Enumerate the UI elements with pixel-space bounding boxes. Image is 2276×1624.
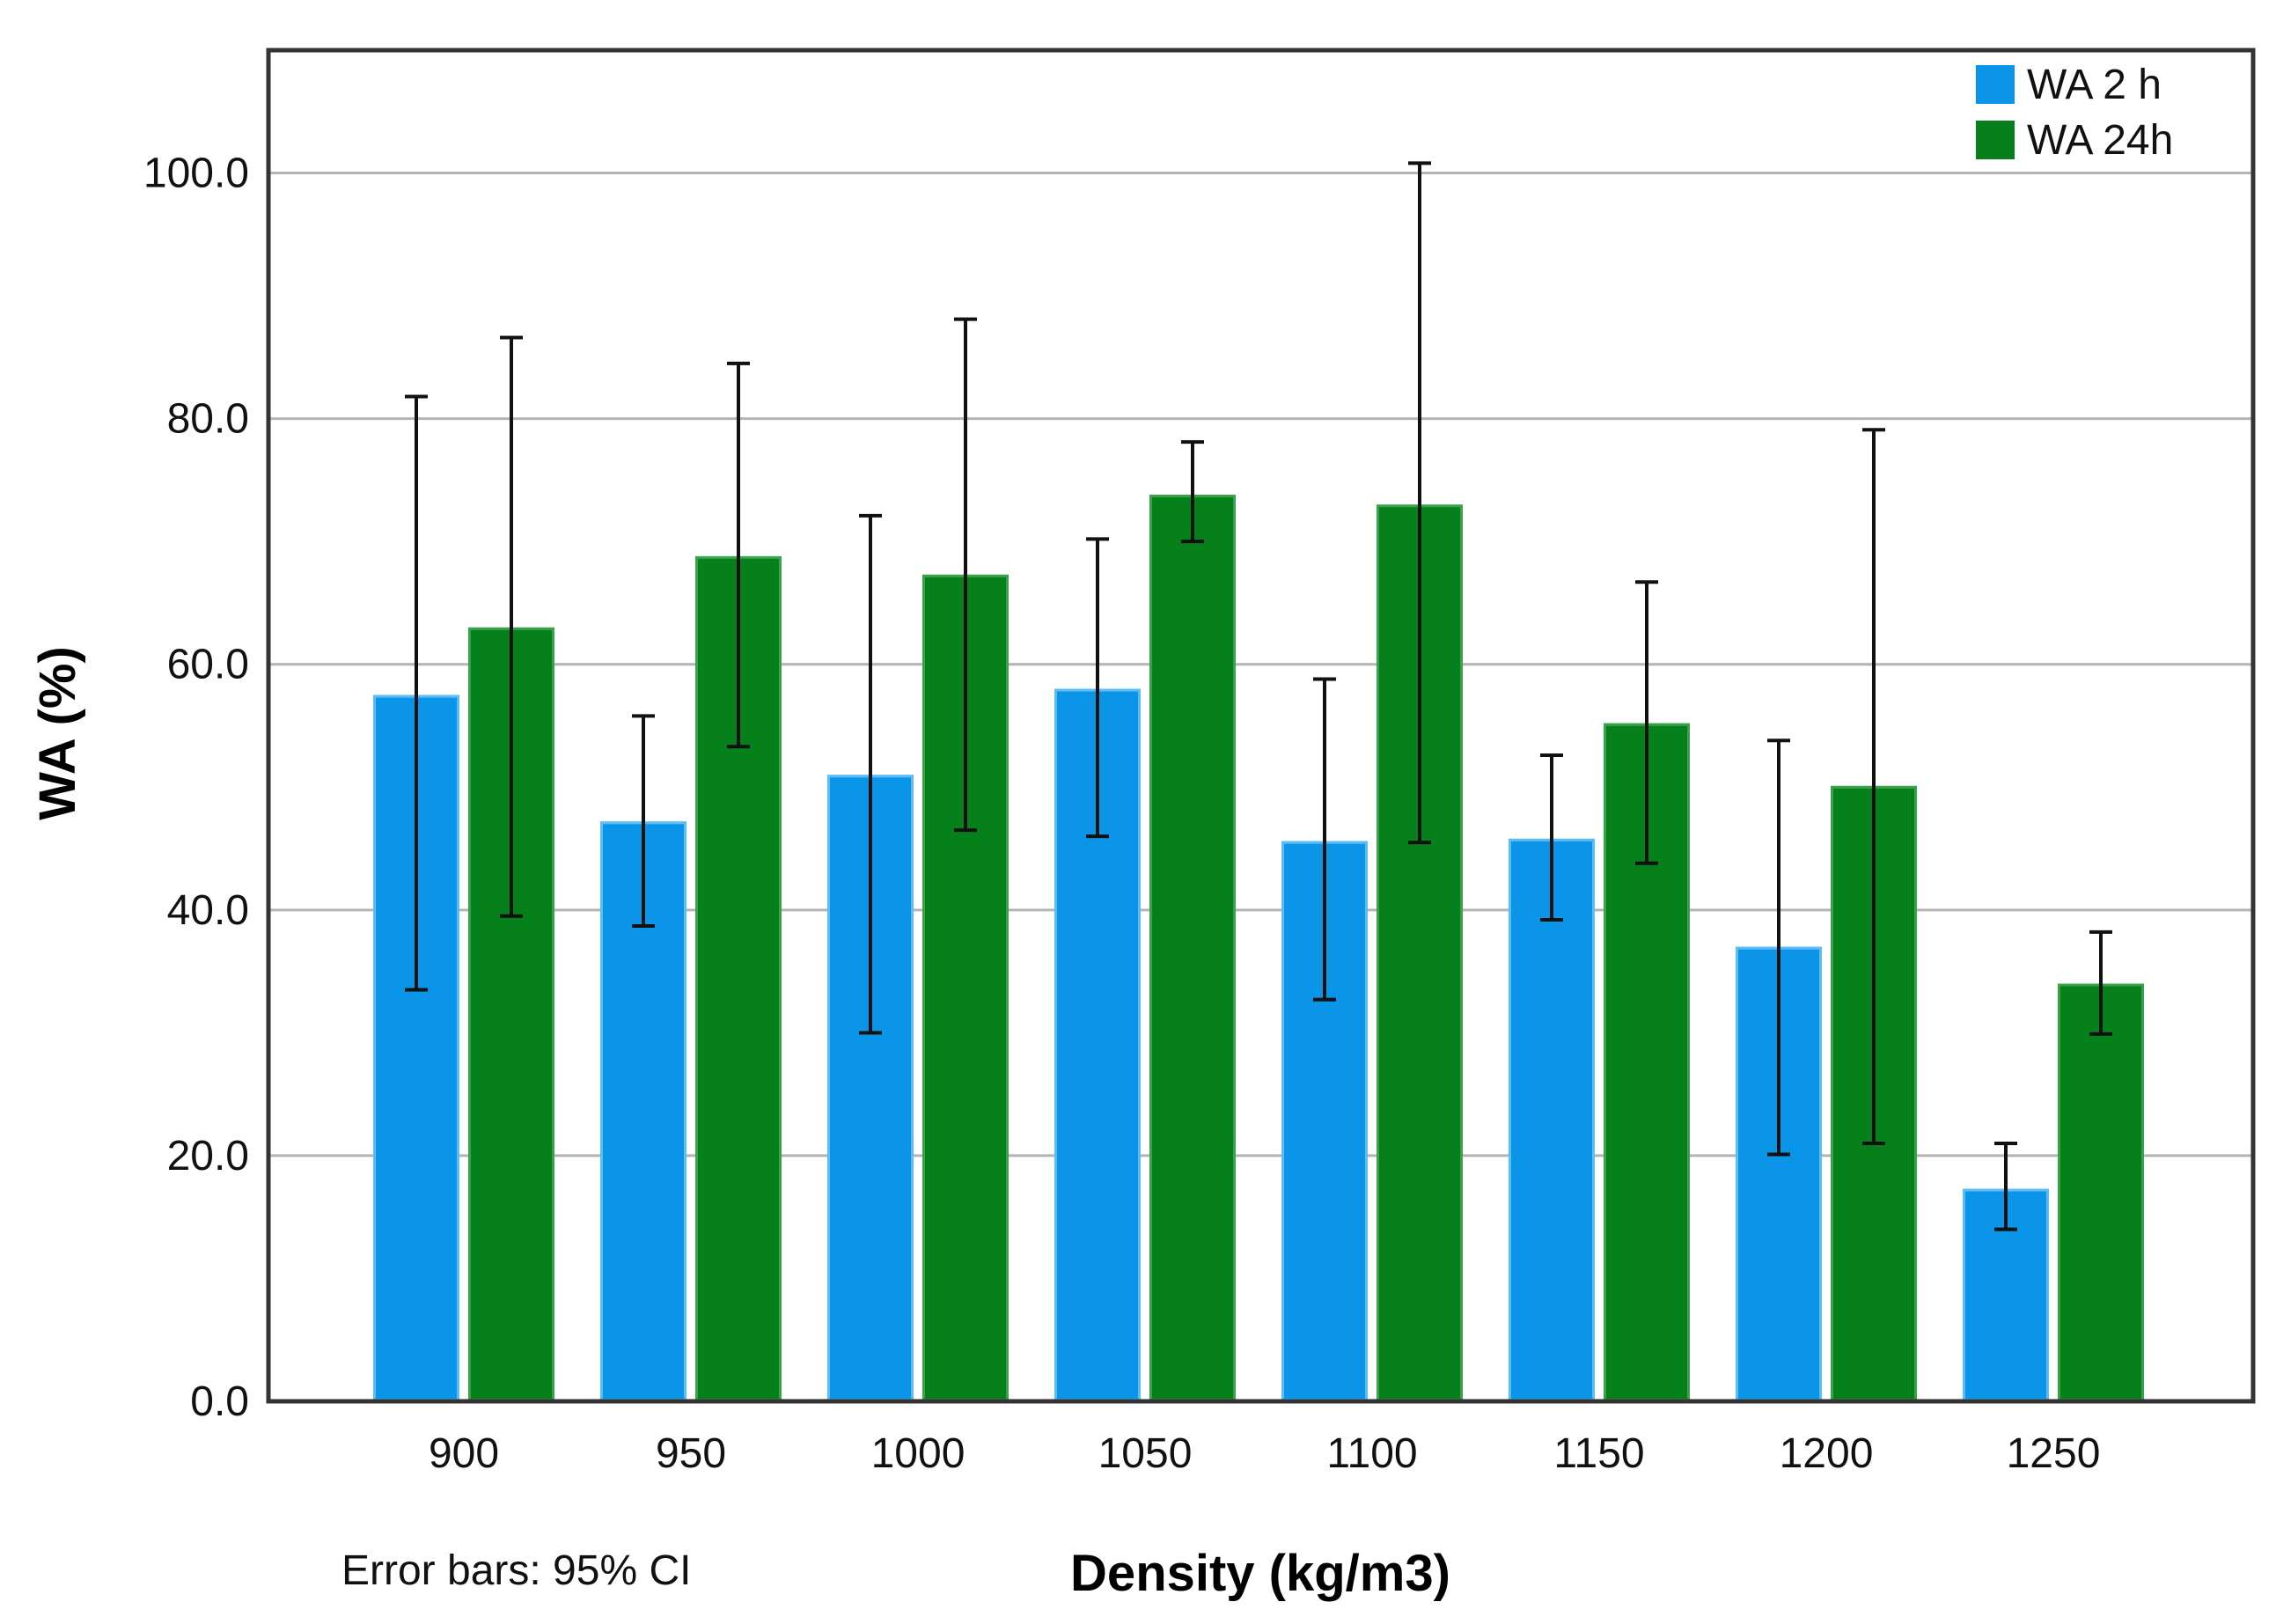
plot-frame xyxy=(266,48,2256,1404)
x-axis-ticks: 900 950 1000 1050 1100 1150 1200 1250 xyxy=(429,1430,2100,1477)
error-bar-wa-24h-1000 xyxy=(954,317,977,833)
legend-item-wa-2h: WA 2 h xyxy=(1976,62,2162,108)
bar-wa-2h-1150 xyxy=(1509,838,1595,1401)
error-bar-wa-2h-1000 xyxy=(859,513,882,1035)
gridlines xyxy=(268,172,2253,1157)
error-bar-wa-2h-950 xyxy=(632,714,655,928)
error-bars-note: Error bars: 95% CI xyxy=(341,1547,691,1594)
error-bars xyxy=(405,161,2112,1231)
error-bar-wa-24h-900 xyxy=(500,335,523,918)
x-tick-label: 1150 xyxy=(1553,1430,1644,1477)
y-tick-label: 100.0 xyxy=(143,151,249,197)
error-bar-wa-2h-1200 xyxy=(1767,739,1790,1157)
x-tick-label: 1000 xyxy=(871,1430,965,1477)
legend-swatch xyxy=(1976,65,2015,104)
y-axis-title: WA (%) xyxy=(29,646,86,820)
legend-label: WA 2 h xyxy=(2027,62,2162,108)
y-axis-ticks: 0.0 20.0 40.0 60.0 80.0 100.0 xyxy=(143,151,249,1425)
legend-label: WA 24h xyxy=(2027,117,2173,164)
error-bar-wa-2h-1050 xyxy=(1086,537,1109,839)
x-tick-label: 1100 xyxy=(1326,1430,1417,1477)
error-bar-wa-2h-900 xyxy=(405,394,428,992)
x-tick-label: 1050 xyxy=(1098,1430,1193,1477)
error-bar-wa-24h-1150 xyxy=(1635,580,1658,865)
legend-item-wa-24h: WA 24h xyxy=(1976,117,2173,164)
y-tick-label: 20.0 xyxy=(167,1133,249,1179)
error-bar-wa-2h-1100 xyxy=(1313,677,1336,1002)
y-tick-label: 0.0 xyxy=(190,1378,249,1425)
x-tick-label: 1200 xyxy=(1780,1430,1874,1477)
x-tick-label: 950 xyxy=(656,1430,726,1477)
y-tick-label: 40.0 xyxy=(167,887,249,934)
legend-swatch xyxy=(1976,121,2015,159)
bar-wa-24h-1250 xyxy=(2058,983,2144,1401)
error-bar-wa-24h-1050 xyxy=(1181,440,1204,544)
y-tick-label: 60.0 xyxy=(167,642,249,688)
legend: WA 2 h WA 24h xyxy=(1976,62,2173,164)
x-axis-title: Density (kg/m3) xyxy=(1070,1545,1450,1602)
y-tick-label: 80.0 xyxy=(167,396,249,443)
error-bar-wa-24h-950 xyxy=(727,361,750,749)
error-bar-wa-24h-1200 xyxy=(1862,428,1885,1145)
error-bar-wa-2h-1250 xyxy=(1994,1141,2017,1231)
error-bar-wa-24h-1100 xyxy=(1408,161,1431,845)
x-tick-label: 900 xyxy=(429,1430,499,1477)
error-bar-wa-24h-1250 xyxy=(2089,930,2112,1036)
x-tick-label: 1250 xyxy=(2007,1430,2101,1477)
bar-wa-24h-1050 xyxy=(1149,495,1236,1401)
error-bar-wa-2h-1150 xyxy=(1540,753,1563,922)
